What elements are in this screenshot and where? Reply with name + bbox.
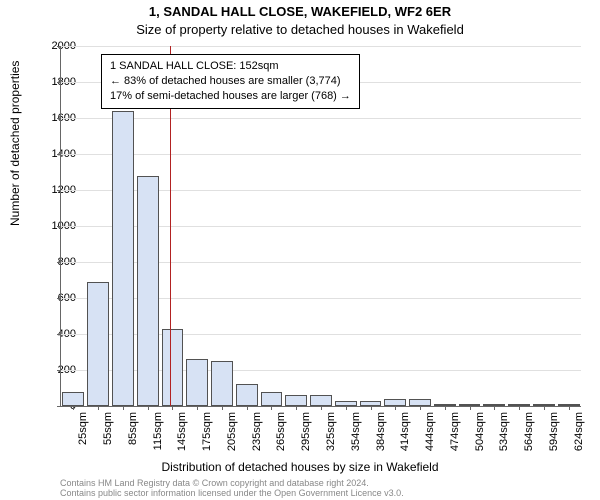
- footer-line-1: Contains HM Land Registry data © Crown c…: [60, 478, 404, 488]
- x-tick-mark: [420, 406, 421, 410]
- x-tick-label: 504sqm: [474, 412, 486, 451]
- y-tick-mark: [57, 46, 61, 47]
- y-axis-label: Number of detached properties: [8, 61, 22, 226]
- y-tick-mark: [57, 82, 61, 83]
- x-tick-mark: [445, 406, 446, 410]
- x-tick-mark: [73, 406, 74, 410]
- histogram-bar: [186, 359, 208, 406]
- x-tick-mark: [247, 406, 248, 410]
- title-sub: Size of property relative to detached ho…: [0, 22, 600, 37]
- histogram-bar: [62, 392, 84, 406]
- annotation-line: 1 SANDAL HALL CLOSE: 152sqm: [110, 59, 351, 74]
- histogram-bar: [87, 282, 109, 406]
- x-tick-label: 145sqm: [176, 412, 188, 451]
- x-tick-mark: [321, 406, 322, 410]
- histogram-bar: [384, 399, 406, 406]
- footer: Contains HM Land Registry data © Crown c…: [60, 478, 404, 499]
- histogram-bar: [261, 392, 283, 406]
- x-tick-label: 354sqm: [350, 412, 362, 451]
- x-tick-label: 384sqm: [375, 412, 387, 451]
- x-tick-mark: [371, 406, 372, 410]
- x-tick-label: 115sqm: [152, 412, 164, 450]
- x-tick-label: 205sqm: [226, 412, 238, 451]
- histogram-bar: [162, 329, 184, 406]
- histogram-bar: [409, 399, 431, 406]
- x-tick-label: 175sqm: [201, 412, 213, 451]
- x-tick-mark: [123, 406, 124, 410]
- x-tick-mark: [197, 406, 198, 410]
- x-tick-label: 85sqm: [127, 412, 139, 445]
- footer-line-2: Contains public sector information licen…: [60, 488, 404, 498]
- x-tick-label: 594sqm: [548, 412, 560, 451]
- histogram-bar: [211, 361, 233, 406]
- y-tick-mark: [57, 154, 61, 155]
- x-tick-label: 235sqm: [251, 412, 263, 451]
- annotation-line: 17% of semi-detached houses are larger (…: [110, 89, 351, 104]
- x-tick-mark: [296, 406, 297, 410]
- histogram-bar: [285, 395, 307, 406]
- x-tick-label: 444sqm: [424, 412, 436, 451]
- x-tick-label: 295sqm: [300, 412, 312, 451]
- y-tick-mark: [57, 334, 61, 335]
- y-tick-mark: [57, 370, 61, 371]
- x-tick-mark: [346, 406, 347, 410]
- x-tick-mark: [519, 406, 520, 410]
- x-tick-label: 474sqm: [449, 412, 461, 451]
- y-tick-mark: [57, 262, 61, 263]
- x-tick-label: 325sqm: [325, 412, 337, 451]
- x-tick-label: 564sqm: [523, 412, 535, 451]
- x-axis-label: Distribution of detached houses by size …: [0, 460, 600, 474]
- plot-area: 1 SANDAL HALL CLOSE: 152sqm← 83% of deta…: [60, 46, 581, 407]
- y-tick-mark: [57, 298, 61, 299]
- x-tick-label: 55sqm: [102, 412, 114, 445]
- chart-container: 1, SANDAL HALL CLOSE, WAKEFIELD, WF2 6ER…: [0, 0, 600, 500]
- x-tick-label: 624sqm: [573, 412, 585, 451]
- x-tick-mark: [494, 406, 495, 410]
- x-tick-label: 265sqm: [275, 412, 287, 451]
- x-tick-mark: [222, 406, 223, 410]
- x-tick-mark: [98, 406, 99, 410]
- histogram-bar: [310, 395, 332, 406]
- annotation-line: ← 83% of detached houses are smaller (3,…: [110, 74, 351, 89]
- x-tick-label: 534sqm: [498, 412, 510, 451]
- grid-line: [61, 118, 581, 119]
- y-tick-mark: [57, 118, 61, 119]
- title-main: 1, SANDAL HALL CLOSE, WAKEFIELD, WF2 6ER: [0, 4, 600, 19]
- x-tick-mark: [271, 406, 272, 410]
- y-tick-mark: [57, 226, 61, 227]
- x-tick-label: 25sqm: [77, 412, 89, 445]
- grid-line: [61, 154, 581, 155]
- annotation-box: 1 SANDAL HALL CLOSE: 152sqm← 83% of deta…: [101, 54, 360, 109]
- x-tick-mark: [470, 406, 471, 410]
- histogram-bar: [236, 384, 258, 406]
- grid-line: [61, 46, 581, 47]
- y-tick-mark: [57, 190, 61, 191]
- x-tick-mark: [569, 406, 570, 410]
- x-tick-mark: [172, 406, 173, 410]
- x-tick-mark: [544, 406, 545, 410]
- y-tick-mark: [57, 406, 61, 407]
- x-tick-mark: [395, 406, 396, 410]
- x-tick-mark: [148, 406, 149, 410]
- x-tick-label: 414sqm: [399, 412, 411, 451]
- histogram-bar: [137, 176, 159, 406]
- histogram-bar: [112, 111, 134, 406]
